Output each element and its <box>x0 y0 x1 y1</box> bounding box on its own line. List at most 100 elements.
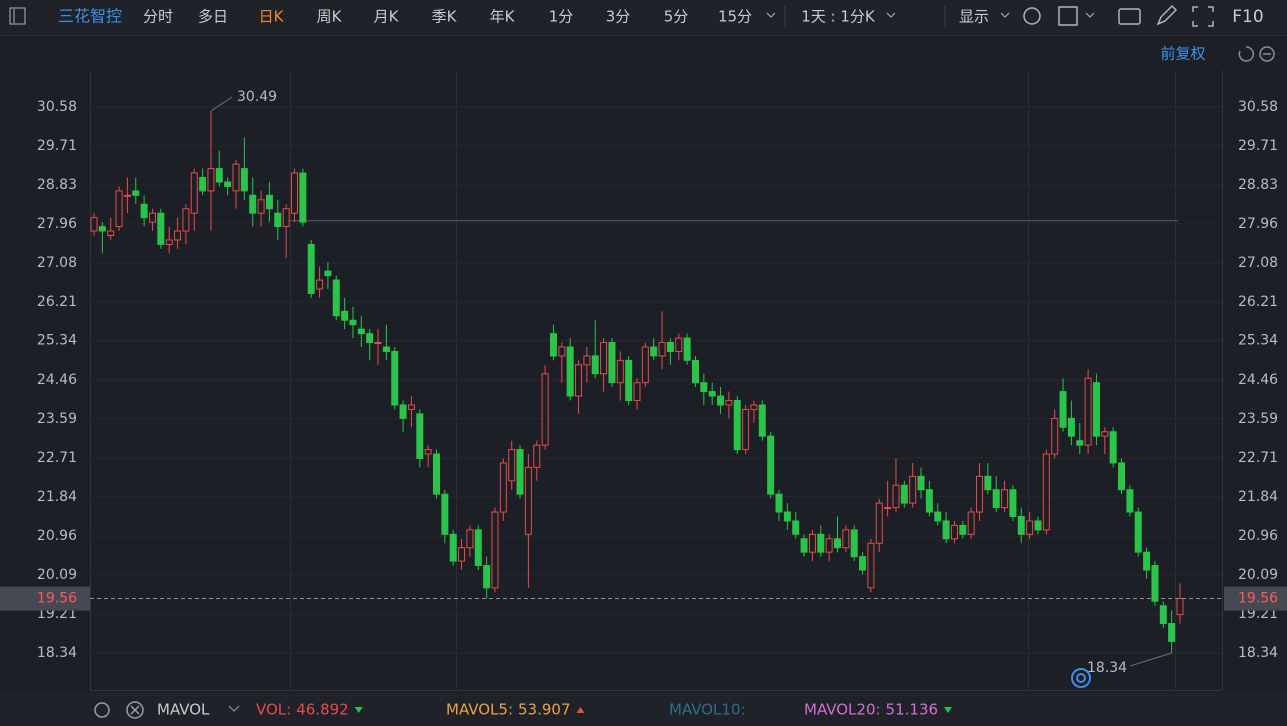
y-tick-label: 23.59 <box>37 411 77 427</box>
candle-body <box>700 382 708 393</box>
indicator-name[interactable]: MAVOL <box>157 701 210 719</box>
candle-body <box>917 475 925 491</box>
candle-body <box>641 346 649 384</box>
tab[interactable]: 季K <box>432 8 458 26</box>
tab[interactable]: 月K <box>374 8 400 26</box>
candle-body <box>1134 511 1142 553</box>
candle-body <box>1067 417 1075 437</box>
candle-body <box>541 373 549 446</box>
candle-body <box>717 395 725 406</box>
tab[interactable]: 分时 <box>143 8 173 26</box>
toolbar <box>0 0 1287 35</box>
candle-body <box>316 279 324 290</box>
max-pointer <box>210 96 233 112</box>
candle-body <box>725 400 733 406</box>
tab[interactable]: 3分 <box>606 8 631 26</box>
candle-body <box>683 337 691 361</box>
reset-icon[interactable] <box>1238 46 1255 62</box>
locate-icon[interactable] <box>1071 668 1091 688</box>
y-tick-label: 20.96 <box>37 528 77 544</box>
candle-body <box>833 538 841 549</box>
checkbox-icon[interactable] <box>1058 6 1078 26</box>
candle-body <box>1143 551 1151 571</box>
candle-body <box>232 163 240 192</box>
candle-body <box>575 364 583 397</box>
indicator-label: VOL: <box>256 701 291 719</box>
candle-body <box>1092 382 1100 437</box>
stock-name[interactable]: 三花智控 <box>58 7 122 26</box>
y-tick-label: 18.34 <box>37 645 77 661</box>
y-tick-label-right: 24.46 <box>1238 372 1278 388</box>
candle-body <box>483 565 491 589</box>
adjust-mode[interactable]: 前复权 <box>1160 45 1205 63</box>
y-tick-label: 26.21 <box>37 294 77 310</box>
trend-up-icon <box>576 707 585 713</box>
candle-body <box>307 243 315 294</box>
candle-body <box>508 449 516 482</box>
candle-body <box>282 208 290 228</box>
last-price-label: 19.56 <box>37 591 77 607</box>
draw-icon[interactable] <box>1156 4 1178 26</box>
candle-body <box>976 475 984 513</box>
candle-body <box>875 502 883 544</box>
period-select[interactable]: 1天 : 1分K <box>801 8 876 26</box>
f10-button[interactable]: F10 <box>1232 7 1263 27</box>
candle-body <box>859 556 867 571</box>
display-menu[interactable]: 显示 <box>959 8 989 26</box>
candle-body <box>207 168 215 192</box>
zoom-out-icon[interactable] <box>1259 46 1275 62</box>
candle-body <box>591 355 599 375</box>
candle-body <box>466 529 474 549</box>
candle-body <box>516 449 524 495</box>
candle-body <box>441 493 449 535</box>
candle-body <box>558 346 566 357</box>
y-tick-label: 22.71 <box>37 450 77 466</box>
dropdown-icon <box>886 12 896 18</box>
close-icon[interactable] <box>126 701 144 719</box>
candle-body <box>299 172 307 223</box>
candle-body <box>850 529 858 558</box>
candle-body <box>374 342 382 345</box>
indicator-bar <box>0 693 1287 726</box>
tab[interactable]: 15分 <box>718 8 752 26</box>
settings-icon[interactable] <box>1023 7 1041 25</box>
candle-body <box>115 190 123 228</box>
candle-body <box>808 533 816 553</box>
min-pointer <box>1129 652 1172 667</box>
tab[interactable]: 日K <box>259 8 285 26</box>
candle-body <box>733 400 741 451</box>
candle-body <box>174 230 182 241</box>
indicator-label: MAVOL20: <box>804 701 881 719</box>
tab[interactable]: 1分 <box>549 8 574 26</box>
tab[interactable]: 5分 <box>664 8 689 26</box>
candle-body <box>407 404 415 410</box>
candle-body <box>817 533 825 553</box>
tab[interactable]: 多日 <box>198 8 228 26</box>
dropdown-icon <box>228 705 240 712</box>
indicator-values: VOL: 46.892 MAVOL5: 53.907 MAVOL10: MAVOL20: 5… <box>256 701 953 719</box>
camera-icon[interactable] <box>1118 8 1141 25</box>
candle-body <box>616 359 624 384</box>
fullscreen-icon[interactable] <box>1192 6 1214 27</box>
candle-body <box>566 346 574 397</box>
y-tick-label-right: 20.96 <box>1238 528 1278 544</box>
candle-body <box>157 212 165 245</box>
indicator-label: MAVOL10: <box>669 701 746 719</box>
y-tick-label-right: 18.34 <box>1238 645 1278 661</box>
tab[interactable]: 年K <box>490 8 516 26</box>
candle-body <box>666 342 674 352</box>
candle-body <box>959 524 967 535</box>
last-price-box <box>1224 586 1287 611</box>
candle-body <box>533 444 541 468</box>
candle-body <box>224 181 232 187</box>
candle-body <box>608 342 616 384</box>
sidebar-icon[interactable] <box>9 7 26 25</box>
candle-body <box>633 382 641 402</box>
tab[interactable]: 周K <box>317 8 343 26</box>
indicator-settings-icon[interactable] <box>94 702 110 718</box>
candle-body <box>658 342 666 357</box>
candle-body <box>750 404 758 410</box>
y-tick-label-right: 27.96 <box>1238 216 1278 232</box>
candle-body <box>625 359 633 402</box>
